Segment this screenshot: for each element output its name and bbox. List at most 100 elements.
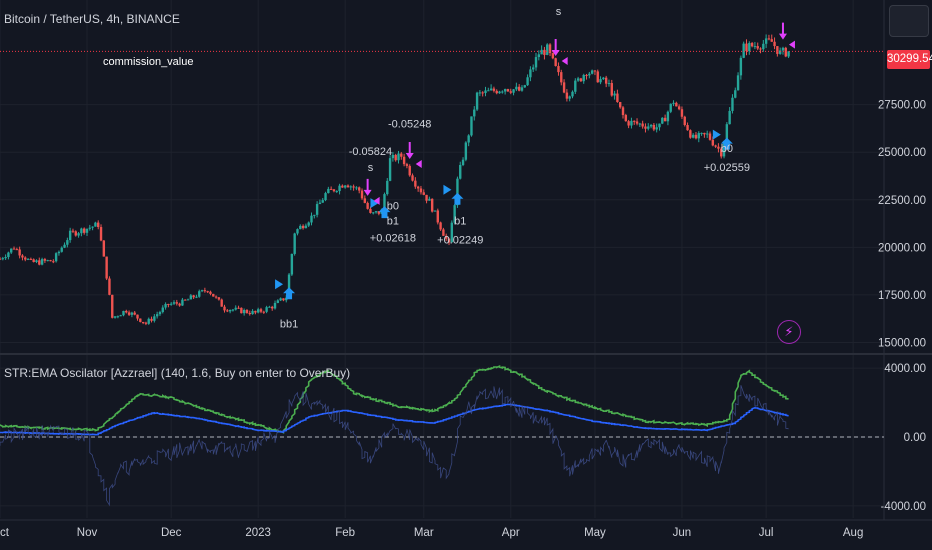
buy-marker <box>712 129 733 150</box>
candle-body <box>228 309 232 312</box>
candle-body <box>304 225 308 229</box>
candle-body <box>619 102 622 108</box>
square-button-icon[interactable] <box>889 5 929 37</box>
candle-body <box>731 97 734 111</box>
sell-flag <box>561 57 568 66</box>
candle-body <box>369 208 372 213</box>
trade-annotation: +0.02249 <box>437 235 483 247</box>
candle-body <box>349 186 352 188</box>
candle-body <box>71 230 75 232</box>
candle-body <box>1 258 5 260</box>
candle-body <box>655 127 658 130</box>
oscillator-series-line <box>0 385 789 507</box>
candle-body <box>784 47 787 57</box>
candle-body <box>546 44 549 55</box>
candle-body <box>113 316 117 318</box>
candle-body <box>203 290 207 292</box>
candle-body <box>220 299 223 307</box>
candle-body <box>579 78 583 82</box>
candle-body <box>147 318 150 324</box>
candle-body <box>122 310 125 316</box>
symbol-title[interactable]: Bitcoin / TetherUS, 4h, BINANCE <box>4 12 180 26</box>
candle-body <box>94 222 97 227</box>
candle-body <box>271 306 274 309</box>
x-tick-label: Jun <box>673 527 692 539</box>
candle-body <box>419 188 423 193</box>
candle-body <box>478 92 482 94</box>
candle-body <box>136 314 139 319</box>
buy-flag <box>275 279 284 290</box>
candle-body <box>582 74 585 82</box>
candle-body <box>658 123 661 128</box>
trade-annotation: bb1 <box>280 318 298 330</box>
candle-body <box>150 318 153 321</box>
candle-body <box>363 198 367 203</box>
candle-body <box>400 153 403 157</box>
candle-body <box>753 46 757 48</box>
candle-body <box>397 153 400 161</box>
lightning-icon[interactable]: ⚡ <box>777 320 801 344</box>
candle-body <box>161 307 164 313</box>
candle-body <box>447 238 451 243</box>
buy-arrow <box>451 192 464 205</box>
candle-body <box>63 244 66 248</box>
candle-body <box>467 135 470 143</box>
candle-body <box>590 70 594 74</box>
candle-body <box>318 202 322 205</box>
candle-body <box>10 248 13 253</box>
candle-body <box>571 91 574 97</box>
candle-body <box>155 314 159 317</box>
candle-body <box>43 259 47 261</box>
oscillator-title[interactable]: STR:EMA Oscilator [Azzrael] (140, 1.6, B… <box>4 366 351 380</box>
candle-body <box>430 198 434 212</box>
candle-body <box>764 38 768 44</box>
sell-marker <box>363 178 380 205</box>
candle-body <box>324 193 327 201</box>
candle-body <box>473 109 476 117</box>
x-tick-label: Aug <box>843 527 863 539</box>
y-tick-label: 20000.00 <box>878 242 926 254</box>
candle-body <box>377 211 381 214</box>
candle-body <box>408 165 411 176</box>
candle-body <box>374 211 378 213</box>
candle-body <box>217 297 221 300</box>
candle-body <box>526 77 529 86</box>
candle-body <box>164 303 167 308</box>
x-tick-label: Mar <box>414 527 434 539</box>
candle-body <box>689 130 692 138</box>
candle-body <box>470 116 473 136</box>
last-price-badge: 30299.54 <box>887 50 932 69</box>
candle-body <box>405 164 409 166</box>
candle-body <box>116 316 120 318</box>
candle-body <box>49 260 52 262</box>
candle-body <box>80 228 83 234</box>
buy-marker <box>275 279 296 300</box>
sell-flag <box>373 196 380 205</box>
candle-body <box>475 92 479 110</box>
candle-body <box>127 312 131 315</box>
candle-body <box>386 180 389 195</box>
candle-body <box>487 90 490 92</box>
candle-body <box>343 185 347 188</box>
y-tick-label: 17500.00 <box>878 290 926 302</box>
trade-annotation: b1 <box>387 216 399 228</box>
x-tick-label: Nov <box>77 527 98 539</box>
candle-body <box>125 310 128 313</box>
candle-body <box>360 190 364 199</box>
candle-body <box>635 121 639 124</box>
candle-body <box>610 83 613 96</box>
y-tick-label: 27500.00 <box>878 100 926 112</box>
candle-body <box>644 126 647 129</box>
candle-body <box>198 291 201 297</box>
candle-body <box>355 187 358 189</box>
candle-body <box>495 90 498 94</box>
oscillator-series-line <box>0 403 789 436</box>
y-tick-label: 22500.00 <box>878 195 926 207</box>
candle-body <box>416 186 420 189</box>
candle-body <box>4 257 7 259</box>
candle-body <box>262 311 265 313</box>
candle-body <box>184 299 187 301</box>
candle-body <box>503 89 507 92</box>
candle-body <box>728 110 731 125</box>
